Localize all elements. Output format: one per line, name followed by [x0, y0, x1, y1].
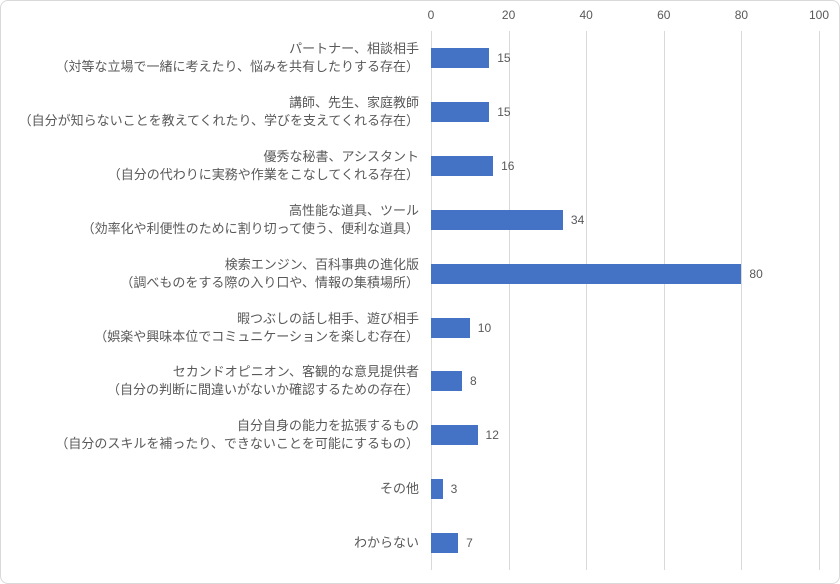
bar [431, 533, 459, 554]
category-label: 暇つぶしの話し相手、遊び相手 （娯楽や興味本位でコミュニケーションを楽しむ存在） [1, 310, 419, 346]
value-label: 10 [477, 320, 492, 335]
x-axis-tick-label: 100 [808, 8, 830, 22]
category-label: パートナー、相談相手 （対等な立場で一緒に考えたり、悩みを共有したりする存在） [1, 40, 419, 76]
bar-row: パートナー、相談相手 （対等な立場で一緒に考えたり、悩みを共有したりする存在） 15 [1, 31, 839, 85]
bar-row: 講師、先生、家庭教師 （自分が知らないことを教えてくれたり、学びを支えてくれる存在… [1, 85, 839, 139]
bar [431, 479, 443, 500]
category-label: 検索エンジン、百科事典の進化版 （調べものをする際の入り口や、情報の集積場所） [1, 256, 419, 292]
category-subtitle: （自分が知らないことを教えてくれたり、学びを支えてくれる存在） [18, 112, 419, 128]
category-label: 優秀な秘書、アシスタント （自分の代わりに実務や作業をこなしてくれる存在） [1, 148, 419, 184]
category-subtitle: （娯楽や興味本位でコミュニケーションを楽しむ存在） [94, 328, 419, 344]
bar-row: 検索エンジン、百科事典の進化版 （調べものをする際の入り口や、情報の集積場所） 80 [1, 247, 839, 301]
bar-row: 優秀な秘書、アシスタント （自分の代わりに実務や作業をこなしてくれる存在） 16 [1, 139, 839, 193]
value-label: 12 [485, 428, 499, 443]
value-label: 80 [749, 266, 763, 281]
category-label: セカンドオピニオン、客観的な意見提供者 （自分の判断に間違いがないか確認するための… [1, 363, 419, 399]
category-subtitle: （効率化や利便性のために割り切って使う、便利な道具） [81, 220, 419, 236]
category-title: わからない [353, 535, 419, 551]
category-subtitle: （対等な立場で一緒に考えたり、悩みを共有したりする存在） [55, 59, 419, 74]
gridline [586, 31, 588, 570]
bar [431, 155, 494, 176]
category-subtitle: （調べものをする際の入り口や、情報の集積場所） [120, 274, 419, 290]
x-axis-tick-label: 60 [657, 8, 671, 22]
x-axis-tick-label: 40 [579, 8, 593, 22]
gridline [819, 31, 820, 570]
category-label: 高性能な道具、ツール （効率化や利便性のために割り切って使う、便利な道具） [1, 202, 419, 238]
bar-row: 暇つぶしの話し相手、遊び相手 （娯楽や興味本位でコミュニケーションを楽しむ存在） 1… [1, 301, 839, 355]
category-title: 暇つぶしの話し相手、遊び相手 [236, 310, 419, 326]
category-label: 自分自身の能力を拡張するもの （自分のスキルを補ったり、できないことを可能にするも… [1, 417, 419, 453]
category-subtitle: （自分の代わりに実務や作業をこなしてくれる存在） [107, 166, 419, 182]
bar-row: わからない 7 [1, 516, 839, 570]
category-title: 自分自身の能力を拡張するもの [236, 418, 419, 434]
category-label: 講師、先生、家庭教師 （自分が知らないことを教えてくれたり、学びを支えてくれる存在… [1, 94, 419, 130]
category-title: 高性能な道具、ツール [288, 202, 419, 218]
category-title: 講師、先生、家庭教師 [288, 94, 419, 110]
x-axis-tick-label: 80 [734, 8, 749, 22]
bar-row: 高性能な道具、ツール （効率化や利便性のために割り切って使う、便利な道具） 34 [1, 193, 839, 247]
category-title: 検索エンジン、百科事典の進化版 [224, 256, 419, 272]
x-axis-tick-label: 0 [427, 8, 435, 22]
category-title: 優秀な秘書、アシスタント [263, 148, 419, 164]
bar-row: 自分自身の能力を拡張するもの （自分のスキルを補ったり、できないことを可能にするも… [1, 408, 839, 462]
gridline [431, 31, 432, 570]
bar [431, 371, 463, 392]
bar [431, 425, 478, 446]
gridline [663, 31, 665, 570]
gridline [741, 31, 743, 570]
bar [431, 317, 470, 338]
value-label: 15 [497, 104, 511, 119]
category-title: パートナー、相談相手 [289, 41, 419, 56]
value-label: 15 [497, 51, 511, 65]
category-subtitle: （自分のスキルを補ったり、できないことを可能にするもの） [55, 436, 419, 452]
bar [431, 48, 490, 68]
bar-row: その他 3 [1, 462, 839, 516]
category-title: セカンドオピニオン、客観的な意見提供者 [172, 364, 419, 380]
bar-row: セカンドオピニオン、客観的な意見提供者 （自分の判断に間違いがないか確認するための… [1, 354, 839, 408]
category-subtitle: （自分の判断に間違いがないか確認するための存在） [106, 382, 419, 398]
value-label: 34 [570, 212, 585, 227]
value-label: 7 [466, 536, 473, 551]
bar [431, 101, 490, 122]
category-label: その他 [1, 480, 419, 498]
bar [431, 209, 563, 230]
category-label: わからない [1, 534, 419, 552]
bar [431, 263, 742, 284]
gridline [508, 31, 510, 570]
category-title: その他 [379, 481, 419, 497]
value-label: 16 [501, 158, 515, 173]
value-label: 3 [450, 482, 458, 497]
x-axis-tick-label: 20 [501, 8, 516, 22]
value-label: 8 [470, 374, 477, 389]
